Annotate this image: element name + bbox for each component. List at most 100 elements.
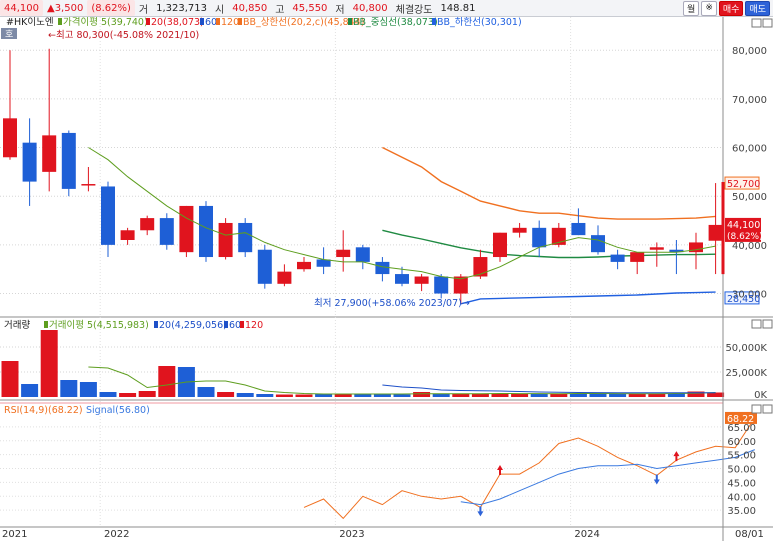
high-annotation: ←최고 80,300(-45.08% 2021/10) [48,30,199,41]
volume-label: 거 [138,4,149,16]
current-price-pct-axis-label: (8.62%) [727,232,763,242]
volume-bar [236,393,254,397]
volume-bar [197,387,215,397]
legend-ma120-swatch [216,18,220,25]
volume-bar [452,394,470,397]
high-label: 고 [275,4,285,16]
volume-bar [373,394,391,397]
volume-bar [648,394,666,397]
candle-body [630,252,645,262]
legend-ma20: 20(38,073) [151,17,204,28]
volume-legend-ma5: 거래이평 5(4,515,983) [49,320,149,331]
volume-tick-label: 0K [754,390,767,401]
rsi-tick-label: 35.00 [727,506,756,517]
x-axis-label: 2024 [574,529,599,540]
volume-pane-close-button [762,319,773,329]
legend-ma5-swatch [58,18,62,25]
settings-button[interactable]: ※ [701,0,717,16]
x-axis-label: 2023 [339,529,364,540]
legend-bb-upper: BB_상한선(20,2,c)(45,844) [243,17,364,28]
candle-body [42,135,57,172]
price-tick-label: 40,000 [732,241,767,252]
rsi-tick-label: 55.00 [727,451,756,462]
candle-body [414,276,429,284]
volume-legend-ma20: 20(4,259,056) [159,320,227,331]
rsi-line [303,417,756,520]
bollinger-upper-line [382,146,716,220]
volume-bar [158,366,176,397]
x-axis-label: 2021 [2,529,27,540]
volume-bar [79,382,97,397]
volume-bar [550,393,568,397]
buy-button[interactable]: 매수 [718,0,744,16]
current-price-tag-bg [725,217,761,242]
tag-badge: 호 [5,29,13,40]
volume-bar [393,394,411,397]
candle-body [708,224,723,241]
candle-body [159,218,174,245]
volume-legend-ma5-swatch [44,321,48,328]
candle-body [610,254,625,262]
quote-bar: 44,100 ▲3,500 (8.62%) 거 1,323,713 시 40,8… [0,0,773,17]
candle-body [179,205,194,253]
volume-bar [667,393,685,397]
legend-bb-lower: BB_하한선(30,301) [437,17,522,28]
period-monthly-button[interactable]: 월 [683,0,700,16]
current-price: 44,100 [0,0,43,16]
legend-ma60: 60 [205,17,217,28]
candle-body [238,222,253,253]
candle-body [375,261,390,275]
candle-body [434,276,449,294]
candle-body [3,118,17,158]
candle-body [395,274,409,284]
stock-chart[interactable]: 30,000 40,000 50,000 60,000 70,000 80,000 25,0… [0,17,773,541]
bb-upper-axis-label: 52,700 [727,179,760,190]
volume-bar [295,394,313,397]
candle-body [512,227,527,233]
legend-ma120: 120 [221,17,239,28]
current-price-axis-label: 44,100 [727,220,760,231]
volume-legend-name: 거래량 [4,319,30,331]
volume-bar [589,393,607,397]
price-change: ▲3,500 [47,2,84,14]
volume-bar [471,394,489,397]
volume-pane-button [751,319,762,329]
bb-lower-axis-label: 28,450 [727,294,760,305]
volume-ma20-line [382,384,716,394]
bollinger-lower-line [460,291,716,305]
sell-button[interactable]: 매도 [745,0,770,16]
volume-bar [1,361,19,397]
low-label: 저 [335,4,345,16]
candle-body [473,257,488,277]
strength-label: 체결강도 [395,4,433,16]
bb-upper-axis-label-bg [724,176,760,190]
x-axis-label: 2022 [104,529,129,540]
bollinger-middle-line [382,229,716,259]
legend-bb-lower-swatch [432,18,436,25]
price-pane-button [751,18,762,28]
volume-bar [569,393,587,397]
candle-body [493,232,507,258]
legend-ma5: 가격이평 5(39,740) [63,17,148,28]
candle-body [316,259,331,267]
volume-bar [217,392,235,397]
volume-tick-label: 50,000K [725,343,767,354]
volume-legend-ma20-swatch [154,321,158,328]
price-pane-close-button [762,18,773,28]
volume-bar [315,394,333,397]
volume-bar [609,394,627,397]
volume-bar [687,391,705,397]
candle-body [140,218,155,231]
rsi-axis-tag-bg [725,411,757,424]
candle-body [453,276,468,294]
volume-bar [491,393,509,397]
legend-ma20-swatch [146,18,150,25]
candle-body [689,242,703,253]
volume-bar [432,394,450,397]
rsi-pane-close-button [762,404,773,414]
candle-body [101,186,115,245]
rsi-legend: RSI(14,9)(68.22) [4,405,83,416]
bb-lower-axis-label-bg [724,291,760,305]
volume-legend-ma120: 120 [245,320,263,331]
low-value: 40,800 [352,2,388,14]
